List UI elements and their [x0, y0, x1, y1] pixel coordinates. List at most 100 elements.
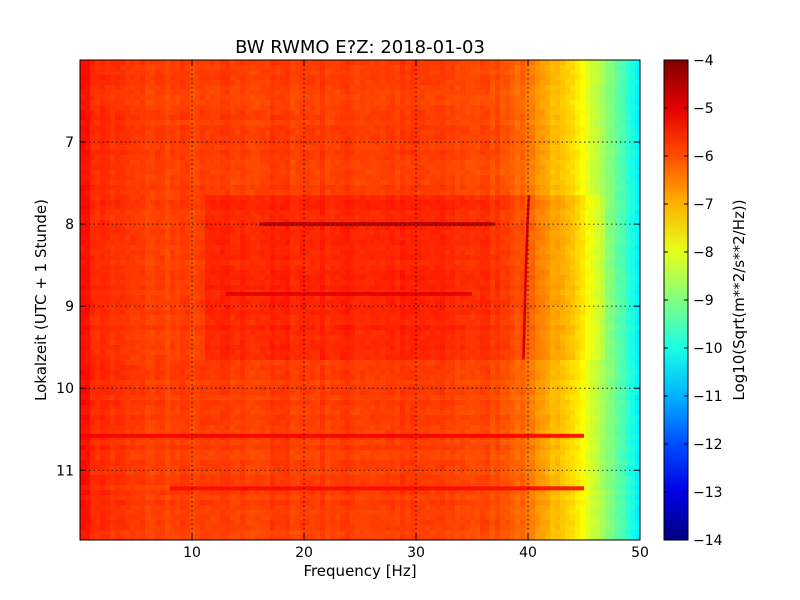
heatmap-cell: [180, 250, 186, 256]
heatmap-cell: [435, 125, 441, 131]
heatmap-cell: [380, 255, 386, 261]
heatmap-cell: [90, 100, 96, 106]
heatmap-cell: [470, 230, 476, 236]
heatmap-cell: [605, 275, 611, 281]
heatmap-cell: [205, 170, 211, 176]
heatmap-cell: [205, 115, 211, 121]
heatmap-cell: [545, 120, 551, 126]
heatmap-cell: [80, 100, 86, 106]
heatmap-cell: [550, 90, 556, 96]
heatmap-cell: [460, 215, 466, 221]
heatmap-cell: [285, 145, 291, 151]
heatmap-cell: [425, 180, 431, 186]
heatmap-cell: [600, 100, 606, 106]
heatmap-cell: [530, 195, 536, 201]
heatmap-cell: [525, 95, 531, 101]
heatmap-cell: [415, 260, 421, 266]
heatmap-cell: [545, 275, 551, 281]
heatmap-cell: [520, 205, 526, 211]
heatmap-cell: [275, 100, 281, 106]
heatmap-cell: [335, 240, 341, 246]
heatmap-cell: [345, 260, 351, 266]
heatmap-cell: [305, 280, 311, 286]
heatmap-cell: [305, 185, 311, 191]
heatmap-cell: [300, 115, 306, 121]
heatmap-cell: [120, 240, 126, 246]
heatmap-cell: [420, 85, 426, 91]
heatmap-cell: [345, 95, 351, 101]
heatmap-cell: [350, 80, 356, 86]
heatmap-cell: [275, 230, 281, 236]
heatmap-cell: [445, 210, 451, 216]
heatmap-cell: [360, 185, 366, 191]
heatmap-cell: [355, 280, 361, 286]
heatmap-cell: [275, 265, 281, 271]
heatmap-cell: [625, 230, 631, 236]
heatmap-cell: [175, 245, 181, 251]
heatmap-cell: [430, 165, 436, 171]
heatmap-cell: [505, 250, 511, 256]
heatmap-cell: [355, 70, 361, 76]
heatmap-cell: [125, 245, 131, 251]
heatmap-cell: [370, 140, 376, 146]
heatmap-cell: [525, 105, 531, 111]
heatmap-cell: [120, 170, 126, 176]
heatmap-cell: [385, 255, 391, 261]
heatmap-cell: [625, 60, 631, 66]
heatmap-cell: [365, 275, 371, 281]
heatmap-cell: [545, 135, 551, 141]
heatmap-cell: [115, 200, 121, 206]
heatmap-cell: [595, 225, 601, 231]
heatmap-cell: [285, 100, 291, 106]
heatmap-cell: [100, 200, 106, 206]
heatmap-cell: [395, 145, 401, 151]
heatmap-cell: [515, 215, 521, 221]
heatmap-cell: [145, 250, 151, 256]
heatmap-cell: [205, 270, 211, 276]
heatmap-cell: [270, 240, 276, 246]
heatmap-cell: [195, 80, 201, 86]
heatmap-cell: [215, 280, 221, 286]
heatmap-cell: [125, 220, 131, 226]
heatmap-cell: [290, 180, 296, 186]
heatmap-cell: [315, 165, 321, 171]
heatmap-cell: [265, 170, 271, 176]
heatmap-cell: [210, 160, 216, 166]
heatmap-cell: [200, 130, 206, 136]
heatmap-cell: [125, 250, 131, 256]
heatmap-cell: [525, 190, 531, 196]
heatmap-cell: [530, 200, 536, 206]
heatmap-cell: [460, 230, 466, 236]
heatmap-cell: [110, 260, 116, 266]
heatmap-cell: [565, 85, 571, 91]
heatmap-cell: [265, 250, 271, 256]
heatmap-cell: [110, 165, 116, 171]
heatmap-cell: [355, 270, 361, 276]
heatmap-cell: [630, 255, 636, 261]
heatmap-cell: [215, 155, 221, 161]
heatmap-cell: [100, 245, 106, 251]
heatmap-cell: [555, 65, 561, 71]
heatmap-cell: [580, 240, 586, 246]
heatmap-cell: [355, 200, 361, 206]
heatmap-cell: [290, 225, 296, 231]
heatmap-cell: [420, 105, 426, 111]
heatmap-cell: [185, 185, 191, 191]
heatmap-cell: [170, 255, 176, 261]
heatmap-cell: [185, 235, 191, 241]
heatmap-cell: [180, 155, 186, 161]
heatmap-cell: [570, 110, 576, 116]
heatmap-cell: [120, 85, 126, 91]
heatmap-cell: [580, 80, 586, 86]
heatmap-cell: [375, 255, 381, 261]
heatmap-cell: [390, 250, 396, 256]
heatmap-cell: [455, 260, 461, 266]
heatmap-cell: [480, 60, 486, 66]
heatmap-cell: [90, 240, 96, 246]
heatmap-cell: [200, 115, 206, 121]
heatmap-cell: [450, 170, 456, 176]
heatmap-cell: [185, 165, 191, 171]
heatmap-cell: [230, 230, 236, 236]
heatmap-cell: [320, 210, 326, 216]
heatmap-cell: [490, 90, 496, 96]
